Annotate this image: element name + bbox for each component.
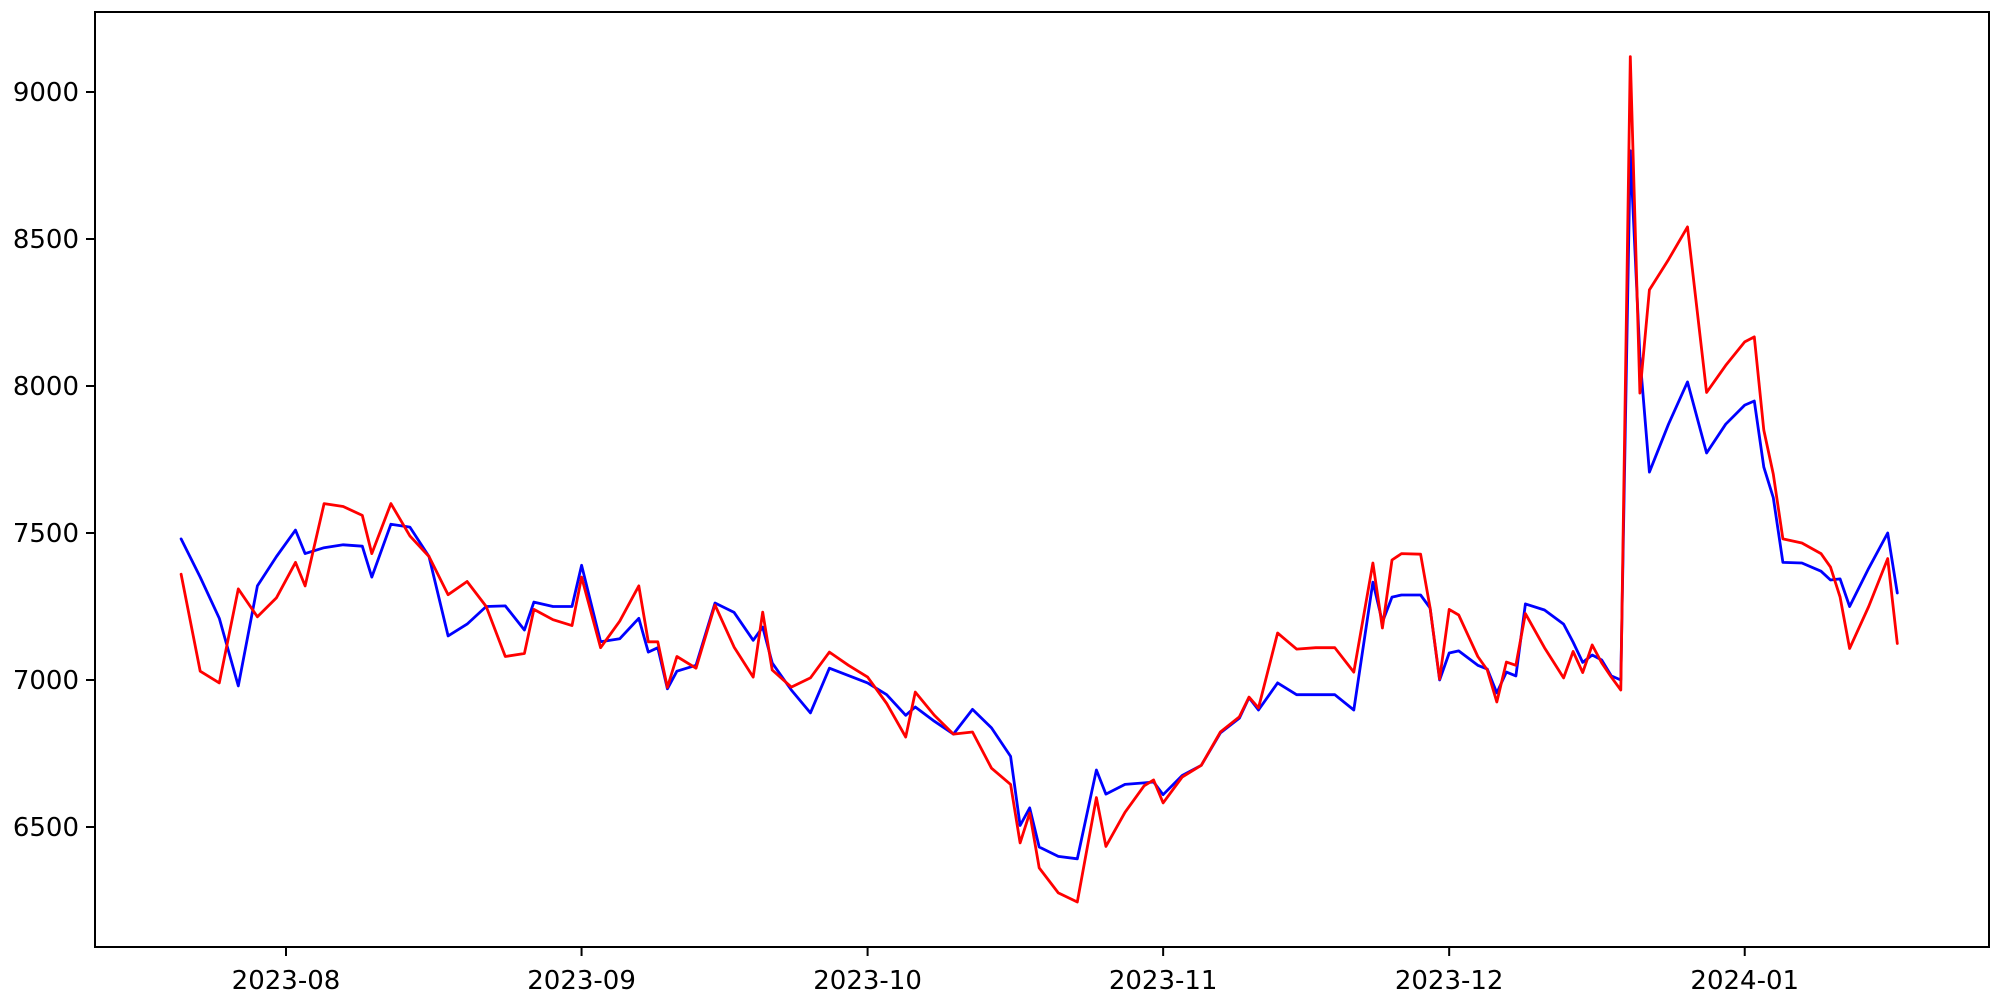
series-blue-line [179, 149, 1899, 861]
plot-border [94, 11, 1990, 948]
x-axis-tick-label: 2024-01 [1690, 966, 1799, 996]
x-axis-tick-label: 2023-11 [1109, 966, 1218, 996]
x-axis-tick-label: 2023-10 [813, 966, 922, 996]
x-axis-tick-label: 2023-08 [232, 966, 341, 996]
series-red-line [179, 55, 1899, 904]
y-axis-tick-label: 9000 [13, 78, 79, 108]
x-axis-tick-label: 2023-09 [527, 966, 636, 996]
x-axis-tick-label: 2023-12 [1395, 966, 1504, 996]
y-axis-tick-label: 7000 [13, 666, 79, 696]
y-axis-tick-label: 6500 [13, 813, 79, 843]
y-axis-tick-label: 8000 [13, 372, 79, 402]
y-axis-tick-label: 8500 [13, 225, 79, 255]
y-axis-tick-label: 7500 [13, 519, 79, 549]
